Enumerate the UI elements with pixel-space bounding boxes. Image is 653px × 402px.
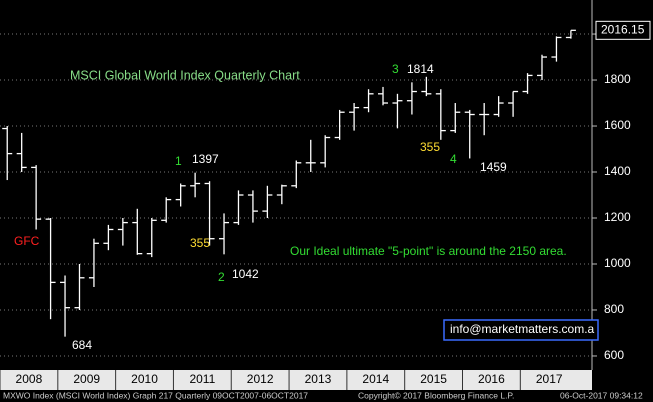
annotation: 355: [420, 140, 440, 154]
annotation: 1397: [192, 152, 219, 166]
annotation: GFC: [14, 234, 40, 248]
annotation: 684: [72, 338, 92, 352]
x-tick-label: 2011: [189, 372, 215, 386]
contact: info@marketmatters.com.a: [450, 322, 595, 336]
y-tick-label: 1400: [604, 164, 631, 178]
x-tick-label: 2015: [420, 372, 447, 386]
x-tick-label: 2012: [247, 372, 274, 386]
x-tick-label: 2014: [362, 372, 389, 386]
y-tick-label: 800: [604, 302, 624, 316]
annotation: 3: [392, 62, 399, 76]
annotation: 1459: [480, 160, 507, 174]
annotation: 2: [218, 270, 225, 284]
y-tick-label: 1000: [604, 256, 631, 270]
y-tick-label: 600: [604, 348, 624, 362]
annotation: 1042: [232, 267, 259, 281]
y-tick-label: 1600: [604, 118, 631, 132]
annotation: 355: [190, 236, 210, 250]
x-tick-label: 2009: [73, 372, 100, 386]
y-tick-label: 1200: [604, 210, 631, 224]
x-tick-label: 2013: [305, 372, 332, 386]
x-tick-label: 2008: [16, 372, 43, 386]
y-tick-label: 1800: [604, 72, 631, 86]
x-tick-label: 2010: [131, 372, 158, 386]
annotation: 4: [450, 152, 457, 166]
footer-left: MXWO Index (MSCI World Index) Graph 217 …: [3, 390, 308, 400]
footer-copyright: Copyright© 2017 Bloomberg Finance L.P.: [358, 390, 514, 400]
annotation: Our Ideal ultimate "5-point" is around t…: [290, 244, 567, 258]
x-axis-band: [0, 370, 592, 390]
contact-box: [443, 319, 599, 341]
annotation: 1814: [407, 62, 434, 76]
x-tick-label: 2017: [536, 372, 563, 386]
last-price: 2016.15: [601, 22, 645, 36]
chart-title: MSCI Global World Index Quarterly Chart: [70, 68, 300, 82]
annotation: 1: [175, 154, 182, 168]
last-price-box: [595, 20, 651, 40]
footer-date: 06-Oct-2017 09:34:12: [560, 390, 643, 400]
x-tick-label: 2016: [478, 372, 505, 386]
